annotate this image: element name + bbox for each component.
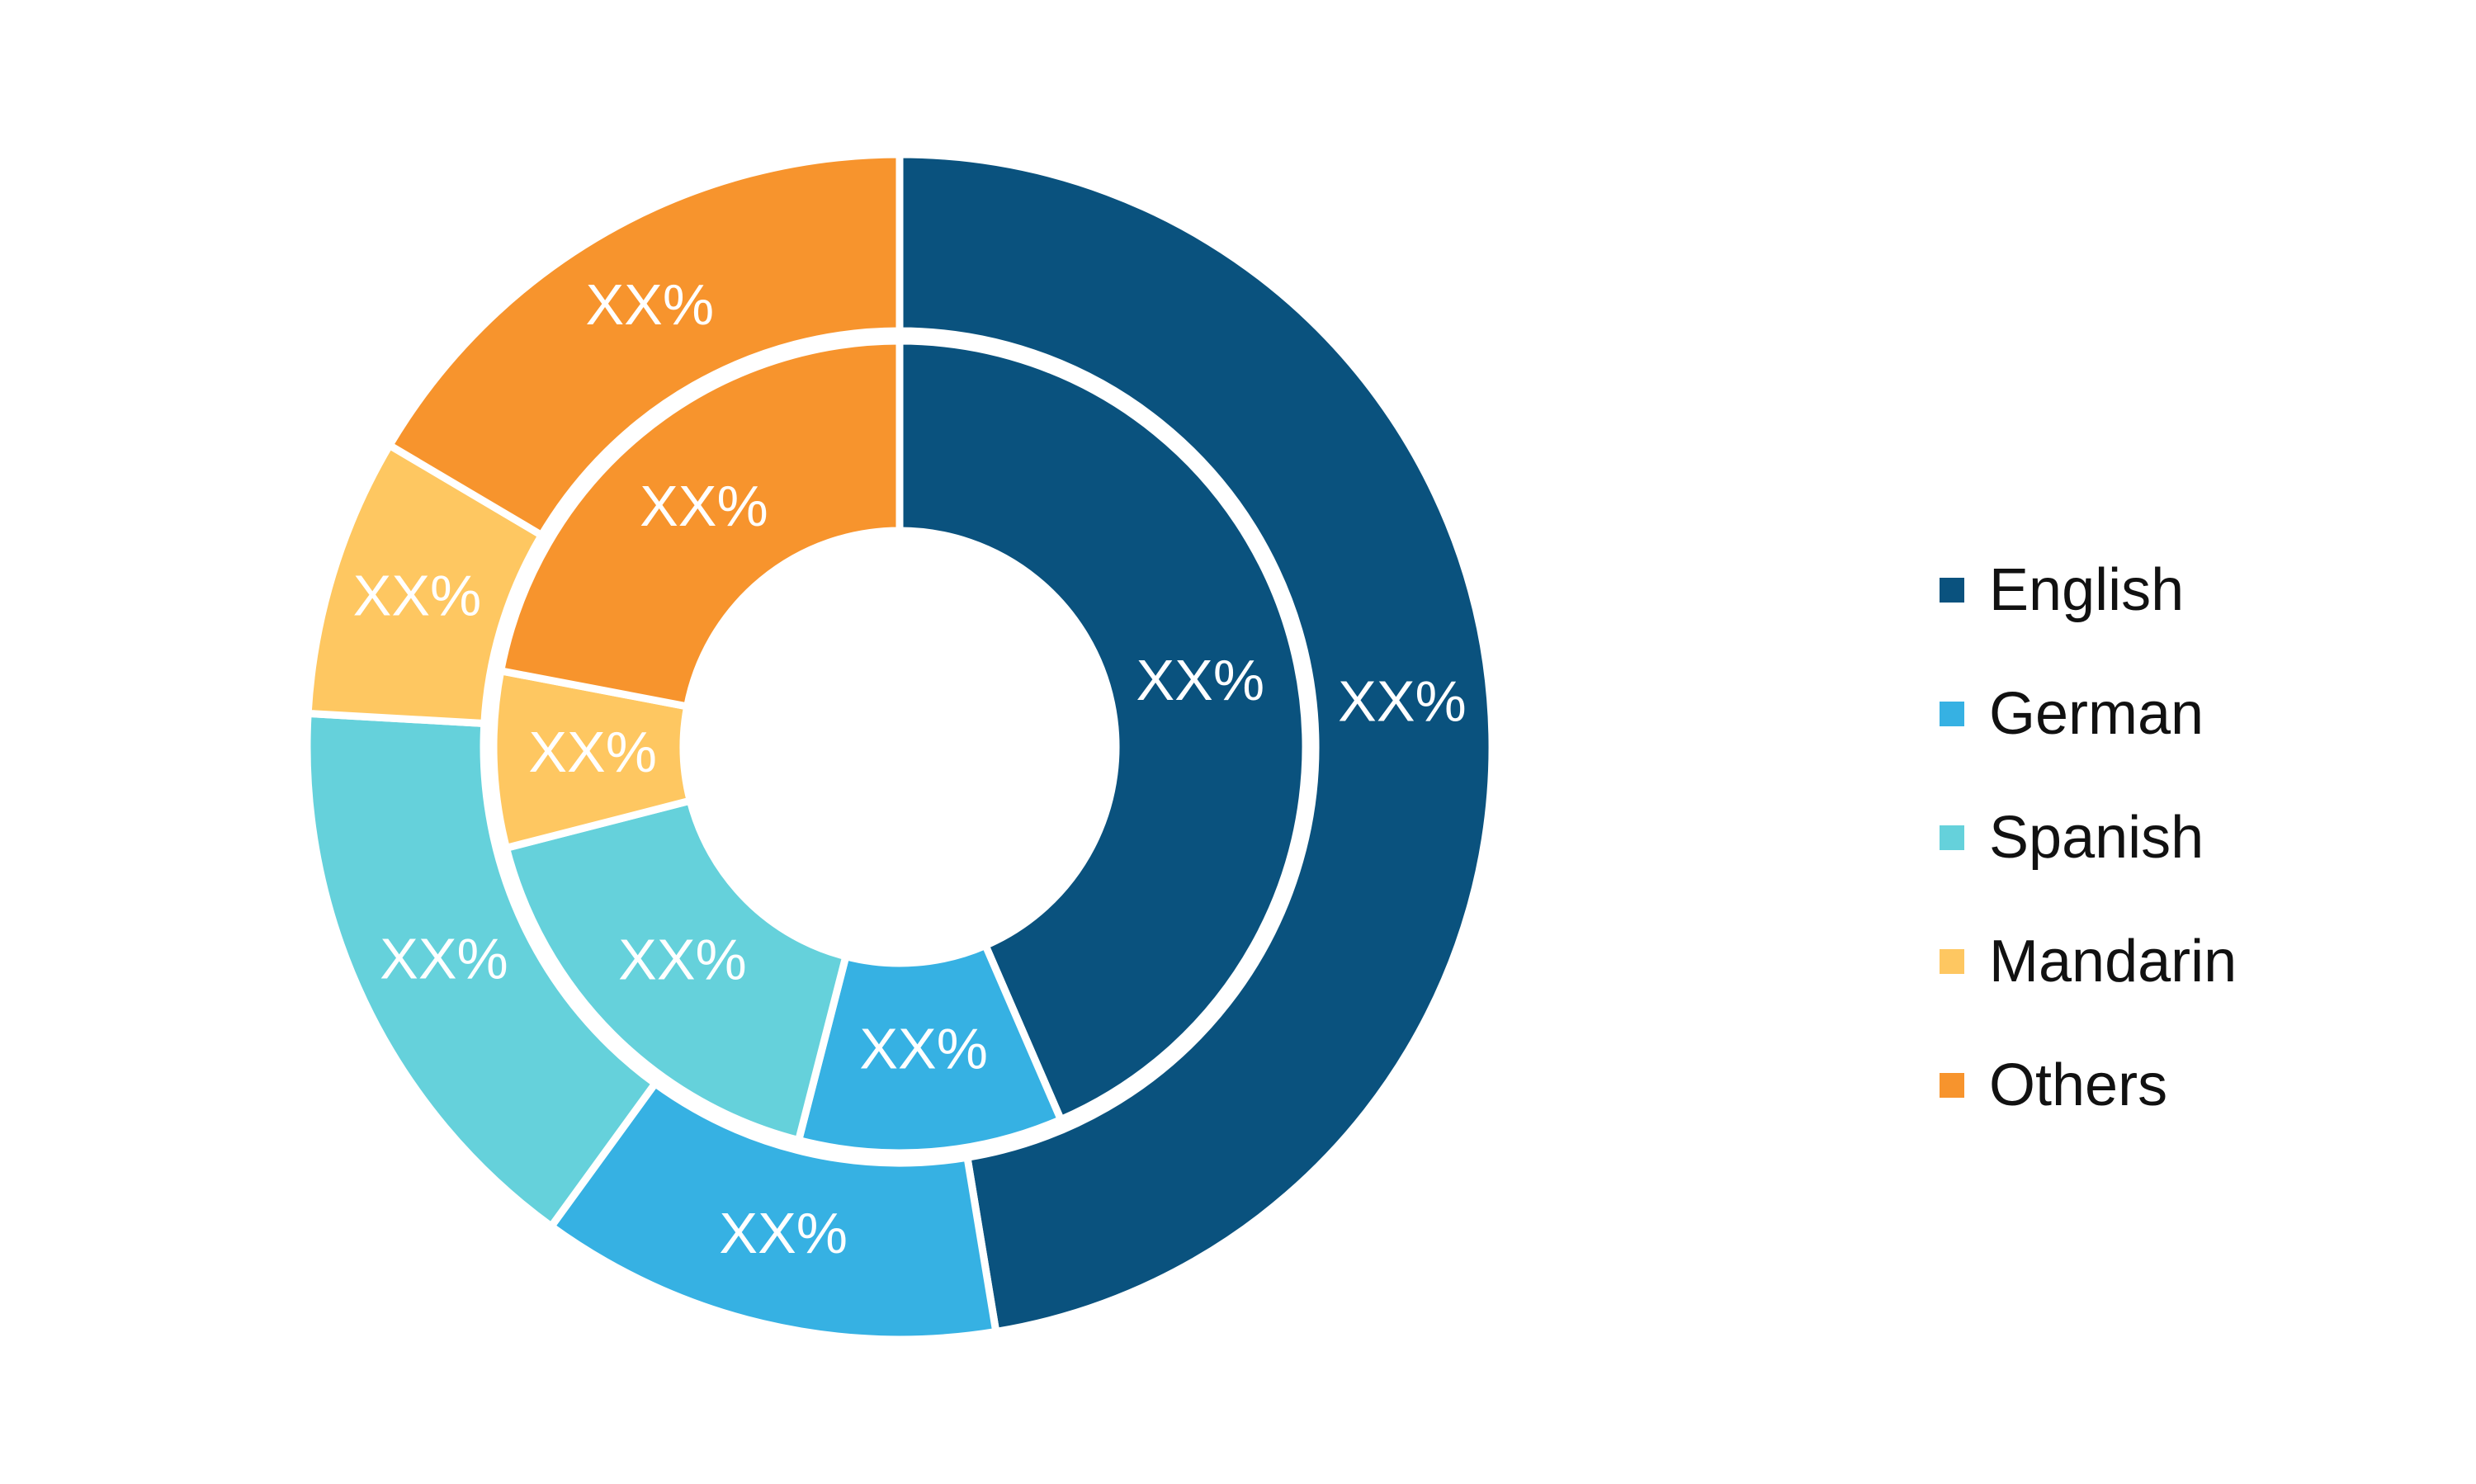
inner-slice-english [895,337,1310,1125]
outer-label-others: XX% [585,272,714,337]
legend-swatch-others [1940,1073,1964,1098]
legend-label: Mandarin [1989,929,2237,995]
inner-slice-german [794,940,1066,1157]
legend-swatch-spanish [1940,825,1964,850]
outer-slice-others [384,150,904,541]
inner-ring [489,337,1310,1157]
slice-labels: XX% XX% XX% XX% XX% XX% XX% XX% XX% XX% [353,272,1467,1265]
legend-item-german: German [1940,652,2402,776]
legend-swatch-mandarin [1940,949,1964,974]
legend-swatch-german [1940,702,1964,726]
legend: English German Spanish Mandarin Others [1940,528,2402,1147]
outer-ring [303,150,1496,1344]
legend-label: German [1989,681,2204,747]
outer-label-spanish: XX% [380,926,508,990]
legend-label: English [1989,557,2185,623]
inner-slice-others [496,337,904,711]
inner-label-mandarin: XX% [528,720,657,784]
legend-item-spanish: Spanish [1940,776,2402,900]
outer-label-mandarin: XX% [353,564,482,628]
outer-label-german: XX% [719,1201,848,1265]
legend-label: Others [1989,1052,2168,1118]
outer-slice-english [895,150,1496,1336]
outer-label-english: XX% [1338,669,1467,734]
inner-label-german: XX% [859,1016,988,1080]
legend-swatch-english [1940,578,1964,603]
inner-slice-spanish [501,796,851,1146]
legend-label: Spanish [1989,805,2204,871]
inner-label-english: XX% [1136,648,1264,712]
legend-item-english: English [1940,528,2402,652]
legend-item-mandarin: Mandarin [1940,900,2402,1023]
inner-label-others: XX% [640,474,768,538]
legend-item-others: Others [1940,1023,2402,1147]
inner-label-spanish: XX% [618,928,747,992]
outer-slice-spanish [303,709,661,1232]
